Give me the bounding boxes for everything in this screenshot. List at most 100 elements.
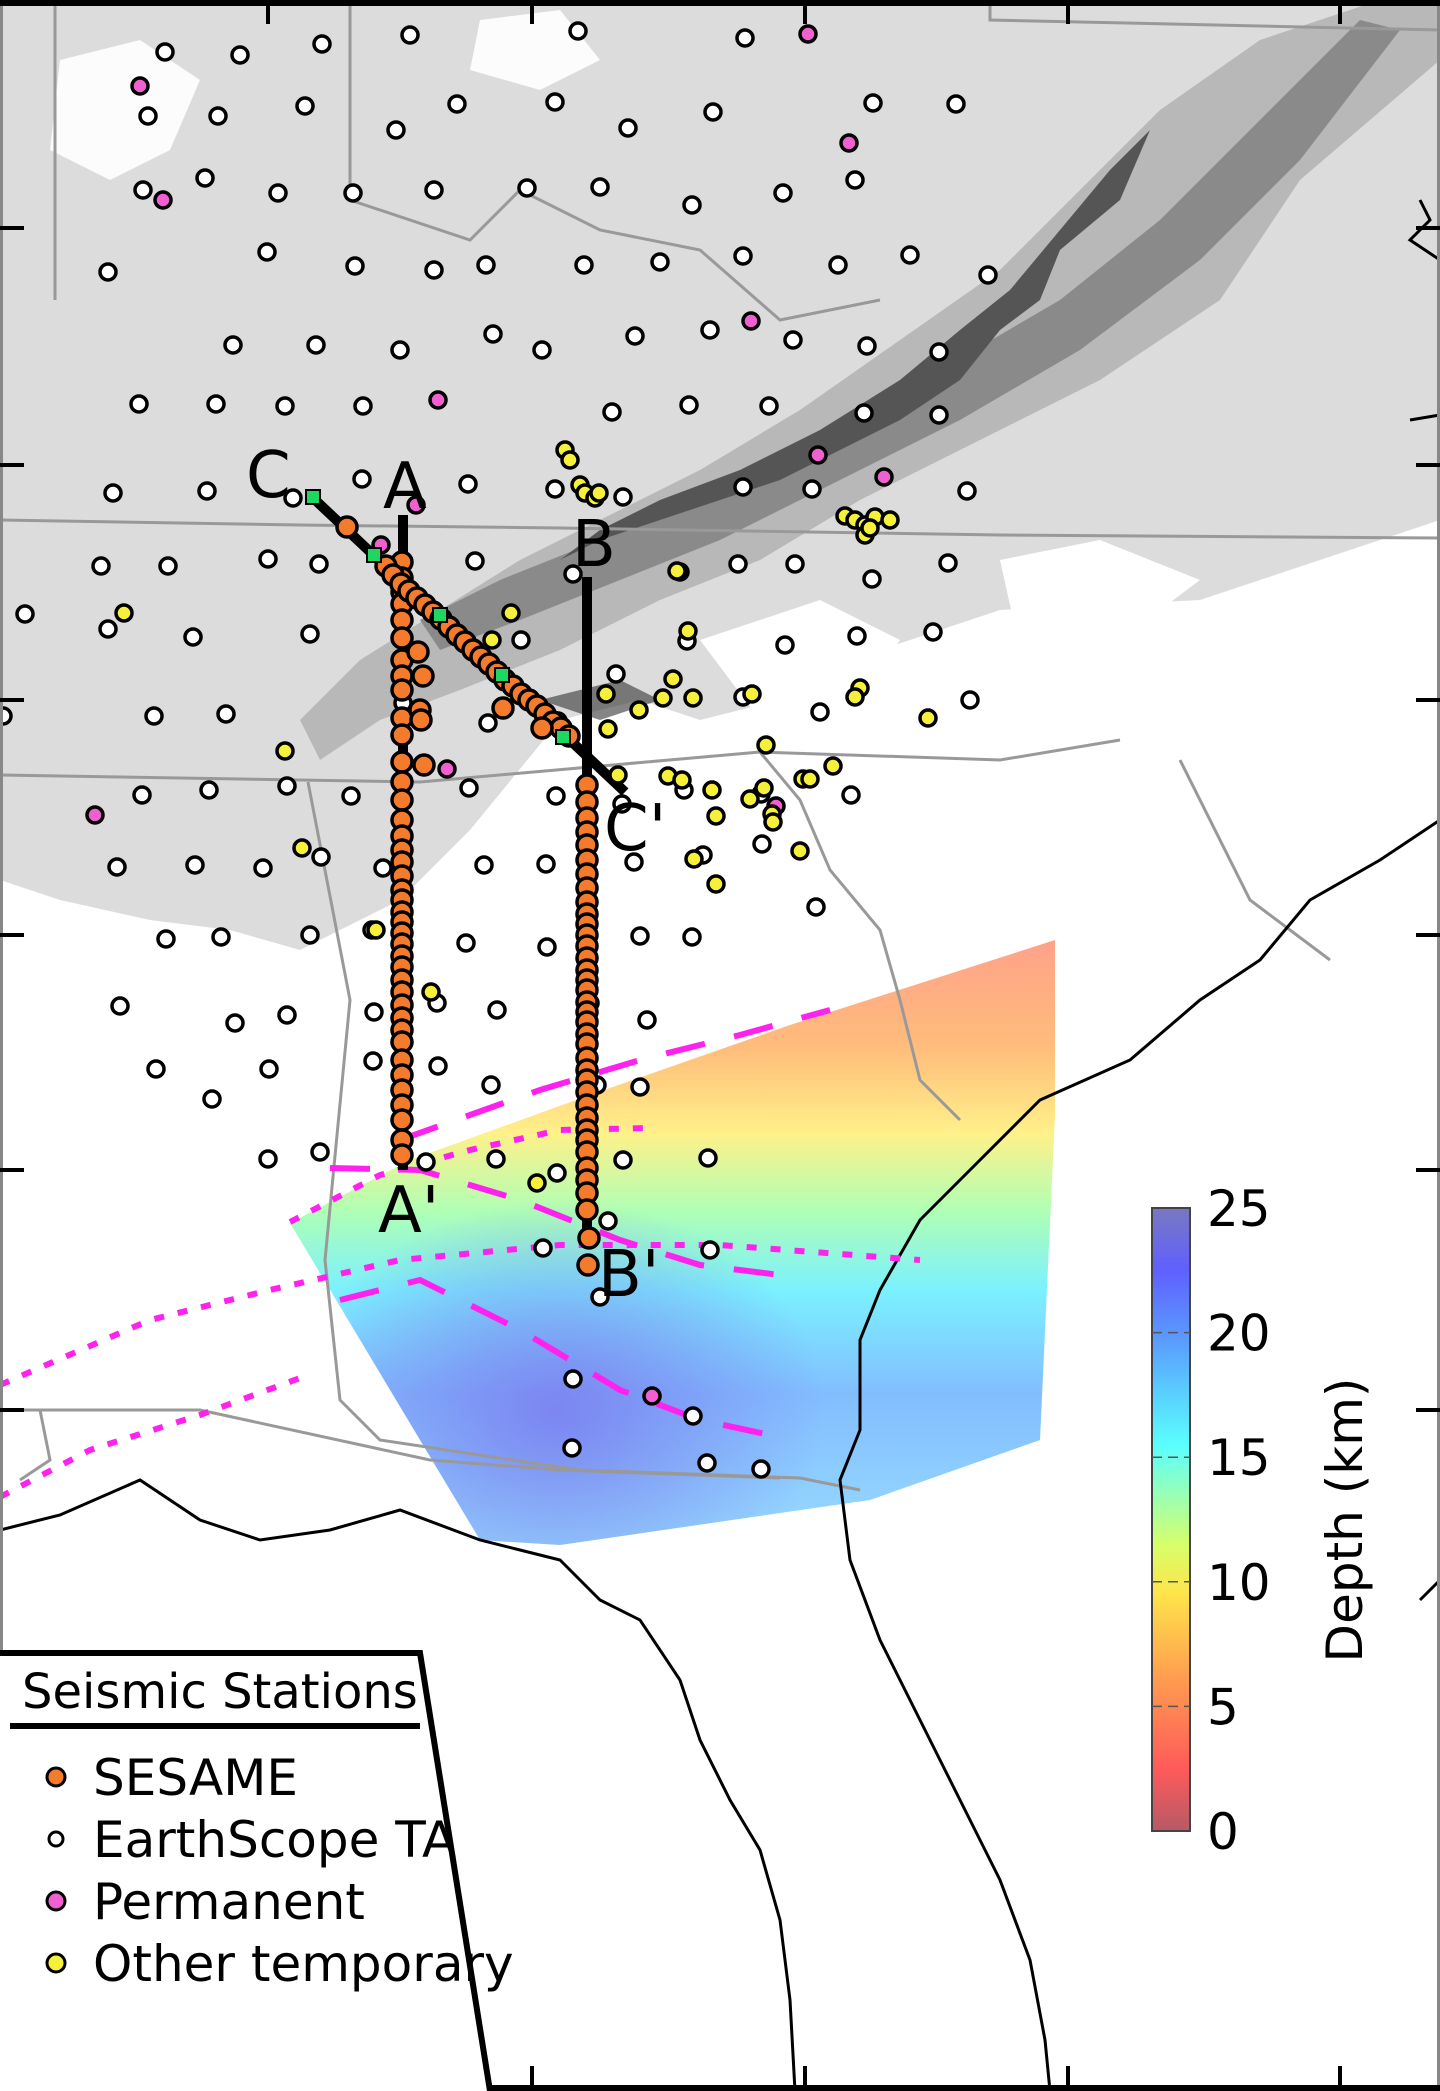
station-earthscope-ta	[195, 168, 215, 188]
station-earthscope-ta	[606, 664, 626, 684]
station-earthscope-ta	[98, 619, 118, 639]
station-earthscope-ta	[929, 342, 949, 362]
station-earthscope-ta	[258, 549, 278, 569]
depth-colorbar: 25 20 15 10 5 0 Depth (km)	[1151, 1180, 1374, 1861]
station-other-temporary	[292, 838, 312, 858]
colorbar-title: Depth (km)	[1316, 1378, 1374, 1663]
station-earthscope-ta	[211, 927, 231, 947]
profile-marker-square	[366, 547, 382, 563]
station-earthscope-ta	[841, 785, 861, 805]
station-earthscope-ta	[625, 326, 645, 346]
station-earthscope-ta	[602, 402, 622, 422]
station-earthscope-ta	[155, 42, 175, 62]
station-earthscope-ta	[456, 933, 476, 953]
station-earthscope-ta	[698, 1148, 718, 1168]
station-other-temporary	[756, 735, 776, 755]
station-other-temporary	[667, 561, 687, 581]
station-permanent	[153, 190, 173, 210]
station-other-temporary	[527, 1173, 547, 1193]
station-permanent	[808, 445, 828, 465]
station-earthscope-ta	[785, 554, 805, 574]
station-other-temporary	[653, 688, 673, 708]
station-earthscope-ta	[486, 1149, 506, 1169]
station-earthscope-ta	[478, 713, 498, 733]
station-other-temporary	[790, 841, 810, 861]
station-earthscope-ta	[806, 897, 826, 917]
station-sesame	[390, 678, 414, 702]
station-sesame	[577, 1226, 601, 1250]
station-sesame	[390, 723, 414, 747]
station-earthscope-ta	[257, 242, 277, 262]
station-earthscope-ta	[683, 1406, 703, 1426]
station-other-temporary	[672, 770, 692, 790]
station-earthscope-ta	[208, 106, 228, 126]
station-earthscope-ta	[630, 1077, 650, 1097]
station-earthscope-ta	[309, 554, 329, 574]
station-earthscope-ta	[929, 405, 949, 425]
station-earthscope-ta	[752, 834, 772, 854]
station-earthscope-ta	[253, 858, 273, 878]
station-earthscope-ta	[697, 1453, 717, 1473]
station-earthscope-ta	[562, 1438, 582, 1458]
station-sesame	[390, 626, 414, 650]
station-earthscope-ta	[103, 483, 123, 503]
station-earthscope-ta	[353, 396, 373, 416]
station-permanent	[85, 805, 105, 825]
profile-label: A'	[378, 1174, 439, 1248]
station-other-temporary	[742, 684, 762, 704]
colorbar-tick-label: 10	[1207, 1554, 1271, 1612]
station-earthscope-ta	[400, 25, 420, 45]
station-earthscope-ta	[845, 170, 865, 190]
station-earthscope-ta	[938, 553, 958, 573]
station-earthscope-ta	[277, 1005, 297, 1025]
station-other-temporary	[629, 700, 649, 720]
station-earthscope-ta	[310, 1142, 330, 1162]
legend-title: Seismic Stations	[22, 1664, 418, 1720]
station-other-temporary	[860, 518, 880, 538]
station-other-temporary	[740, 789, 760, 809]
station-earthscope-ta	[751, 1459, 771, 1479]
station-earthscope-ta	[312, 34, 332, 54]
station-other-temporary	[678, 621, 698, 641]
station-earthscope-ta	[802, 479, 822, 499]
station-other-temporary	[275, 741, 295, 761]
station-other-temporary	[845, 687, 865, 707]
station-earthscope-ta	[630, 926, 650, 946]
station-other-temporary	[608, 765, 628, 785]
station-earthscope-ta	[91, 556, 111, 576]
station-earthscope-ta	[703, 102, 723, 122]
station-earthscope-ta	[197, 481, 217, 501]
station-other-temporary	[663, 669, 683, 689]
station-earthscope-ta	[223, 335, 243, 355]
station-earthscope-ta	[733, 477, 753, 497]
colorbar-tick-label: 15	[1207, 1429, 1271, 1487]
station-earthscope-ta	[810, 702, 830, 722]
station-earthscope-ta	[533, 1238, 553, 1258]
station-sesame	[390, 788, 414, 812]
station-earthscope-ta	[458, 474, 478, 494]
station-earthscope-ta	[156, 929, 176, 949]
station-earthscope-ta	[563, 1369, 583, 1389]
station-other-temporary	[114, 603, 134, 623]
station-earthscope-ta	[946, 94, 966, 114]
profile-marker-square	[494, 667, 510, 683]
station-other-temporary	[421, 982, 441, 1002]
station-earthscope-ta	[343, 183, 363, 203]
station-permanent	[741, 311, 761, 331]
station-earthscope-ta	[618, 118, 638, 138]
station-earthscope-ta	[428, 1056, 448, 1076]
station-sesame	[406, 640, 430, 664]
colorbar-tick-label: 20	[1207, 1305, 1271, 1363]
station-earthscope-ta	[416, 1152, 436, 1172]
station-earthscope-ta	[110, 996, 130, 1016]
station-earthscope-ta	[132, 785, 152, 805]
station-other-temporary	[880, 510, 900, 530]
station-earthscope-ta	[532, 340, 552, 360]
station-earthscope-ta	[773, 183, 793, 203]
station-earthscope-ta	[735, 28, 755, 48]
station-earthscope-ta	[574, 255, 594, 275]
colorbar-tick-label: 5	[1207, 1678, 1239, 1736]
station-earthscope-ta	[613, 1150, 633, 1170]
station-earthscope-ta	[517, 178, 537, 198]
station-other-temporary	[706, 806, 726, 826]
